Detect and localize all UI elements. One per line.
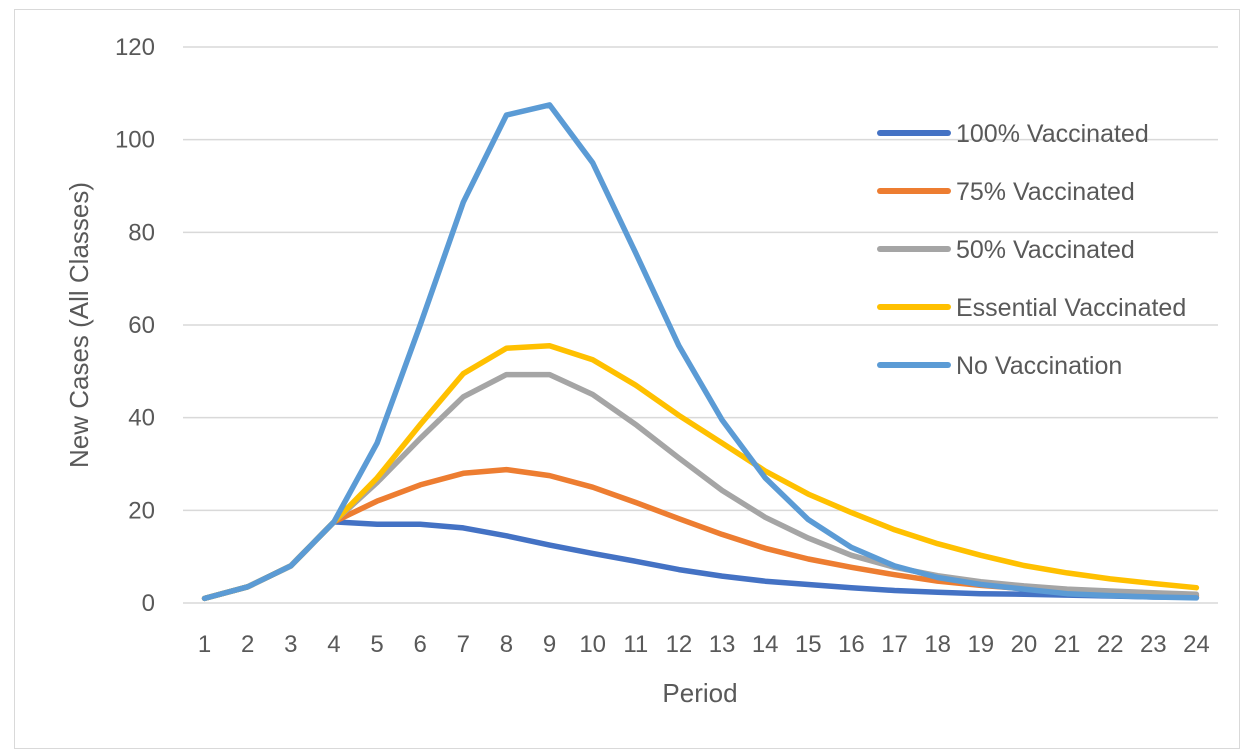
- y-tick-label: 20: [128, 497, 155, 524]
- x-tick-label: 19: [967, 631, 994, 658]
- x-tick-label: 18: [924, 631, 951, 658]
- legend: 100% Vaccinated 75% Vaccinated 50% Vaccina…: [877, 120, 1186, 380]
- y-tick-label: 40: [128, 405, 155, 432]
- y-tick-label: 120: [115, 34, 155, 61]
- legend-label: 100% Vaccinated: [956, 120, 1149, 148]
- x-tick-label: 21: [1054, 631, 1081, 658]
- legend-label: No Vaccination: [956, 352, 1122, 380]
- legend-item: No Vaccination: [877, 352, 1122, 380]
- legend-label: Essential Vaccinated: [956, 294, 1186, 322]
- x-tick-label: 23: [1140, 631, 1167, 658]
- x-tick-label: 17: [881, 631, 908, 658]
- x-axis-title: Period: [662, 678, 737, 708]
- y-tick-label: 0: [142, 590, 155, 617]
- x-tick-label: 7: [457, 631, 470, 658]
- x-axis-ticks: 1 2 3 4 5 6 7 8 9 10 11 12 13 14 15 16 17 18 19 20 21 22 23 24: [198, 631, 1210, 658]
- x-tick-label: 14: [752, 631, 779, 658]
- x-tick-label: 20: [1011, 631, 1038, 658]
- x-tick-label: 3: [284, 631, 297, 658]
- x-tick-label: 16: [838, 631, 865, 658]
- y-tick-label: 60: [128, 312, 155, 339]
- legend-label: 75% Vaccinated: [956, 178, 1135, 206]
- series-line-100-vaccinated: [201, 519, 1200, 602]
- x-tick-label: 15: [795, 631, 822, 658]
- series-line-no-vaccination: [201, 102, 1200, 602]
- x-tick-label: 8: [500, 631, 513, 658]
- x-tick-label: 9: [543, 631, 556, 658]
- x-tick-label: 2: [241, 631, 254, 658]
- x-tick-label: 4: [327, 631, 340, 658]
- y-axis-ticks: 0 20 40 60 80 100 120: [115, 34, 155, 617]
- legend-item: 100% Vaccinated: [877, 120, 1149, 148]
- legend-label: 50% Vaccinated: [956, 236, 1135, 264]
- x-tick-label: 1: [198, 631, 211, 658]
- x-tick-label: 24: [1183, 631, 1210, 658]
- x-tick-label: 6: [414, 631, 427, 658]
- x-tick-label: 11: [623, 631, 648, 658]
- y-axis-title: New Cases (All Classes): [64, 182, 94, 468]
- x-tick-label: 22: [1097, 631, 1124, 658]
- legend-item: Essential Vaccinated: [877, 294, 1186, 322]
- series-lines: [201, 102, 1200, 602]
- x-tick-label: 5: [370, 631, 383, 658]
- x-tick-label: 13: [709, 631, 736, 658]
- legend-item: 75% Vaccinated: [877, 178, 1135, 206]
- x-tick-label: 10: [579, 631, 606, 658]
- y-tick-label: 100: [115, 127, 155, 154]
- x-tick-label: 12: [666, 631, 693, 658]
- legend-item: 50% Vaccinated: [877, 236, 1135, 264]
- y-tick-label: 80: [128, 219, 155, 246]
- series-line-essential-vaccinated: [201, 343, 1200, 602]
